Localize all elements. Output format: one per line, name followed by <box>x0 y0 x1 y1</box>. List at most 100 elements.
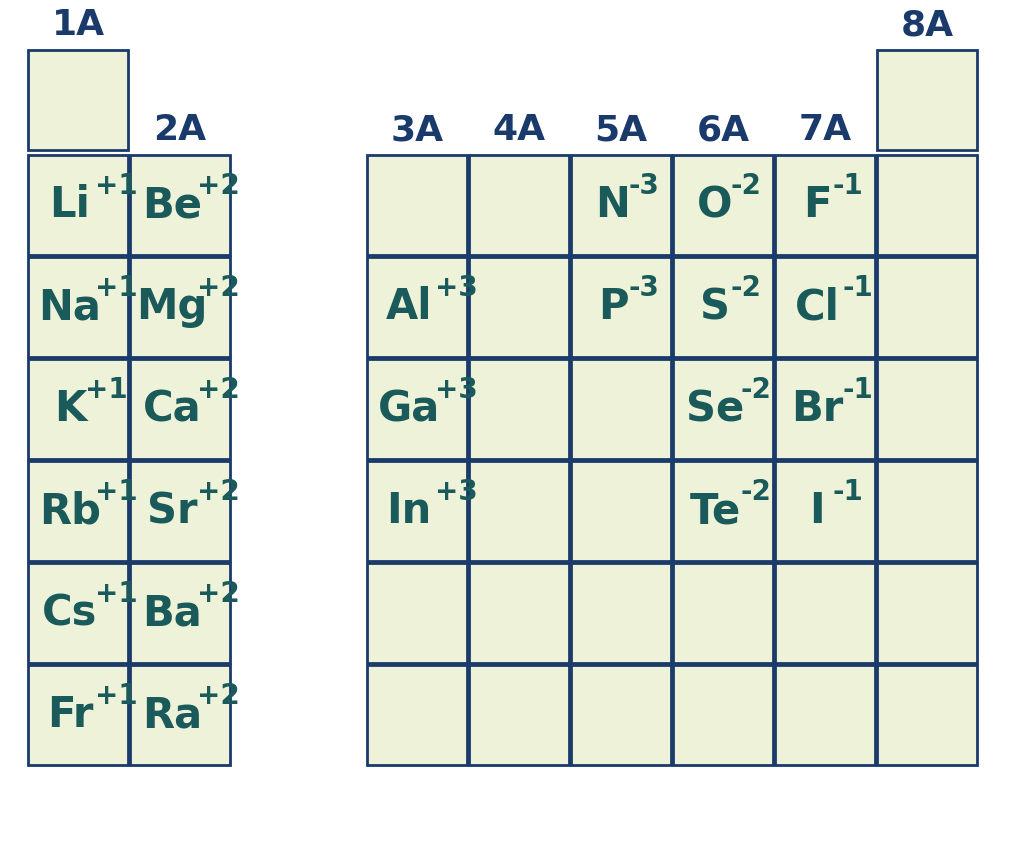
Text: S: S <box>700 286 730 328</box>
Text: +1: +1 <box>95 274 138 302</box>
Text: 1A: 1A <box>51 8 104 42</box>
Bar <box>367 461 467 561</box>
Bar <box>571 461 671 561</box>
Text: +1: +1 <box>95 478 138 506</box>
Bar <box>571 359 671 459</box>
Bar <box>877 257 977 357</box>
Text: 6A: 6A <box>696 113 750 147</box>
Text: 8A: 8A <box>900 8 953 42</box>
Text: Al: Al <box>386 286 432 328</box>
Bar <box>28 665 128 765</box>
Bar <box>130 359 230 459</box>
Bar <box>571 257 671 357</box>
Text: +1: +1 <box>95 580 138 608</box>
Text: Ra: Ra <box>142 694 202 736</box>
Text: Se: Se <box>686 388 744 430</box>
Text: -1: -1 <box>843 274 873 302</box>
Bar <box>571 665 671 765</box>
Bar <box>775 563 874 663</box>
Text: -2: -2 <box>740 478 771 506</box>
Bar <box>775 665 874 765</box>
Bar <box>28 257 128 357</box>
Text: O: O <box>697 184 733 226</box>
Text: -3: -3 <box>629 274 659 302</box>
Bar <box>367 257 467 357</box>
Bar <box>673 359 773 459</box>
Text: Mg: Mg <box>136 286 208 328</box>
Text: In: In <box>386 490 432 532</box>
Text: +2: +2 <box>198 274 241 302</box>
Bar <box>130 155 230 255</box>
Bar <box>130 461 230 561</box>
Bar <box>673 563 773 663</box>
Bar <box>469 563 569 663</box>
Text: +1: +1 <box>85 376 128 404</box>
Bar <box>130 665 230 765</box>
Bar <box>775 359 874 459</box>
Bar <box>28 359 128 459</box>
Text: -1: -1 <box>833 172 863 200</box>
Bar <box>469 461 569 561</box>
Text: -2: -2 <box>730 172 762 200</box>
Bar <box>28 155 128 255</box>
Text: 3A: 3A <box>390 113 443 147</box>
Text: +1: +1 <box>95 172 138 200</box>
Bar <box>469 155 569 255</box>
Text: F: F <box>803 184 831 226</box>
Text: -2: -2 <box>740 376 771 404</box>
Bar <box>775 461 874 561</box>
Bar <box>673 155 773 255</box>
Bar <box>877 461 977 561</box>
Bar <box>367 155 467 255</box>
Bar <box>571 155 671 255</box>
Text: Ba: Ba <box>142 592 202 634</box>
Text: Br: Br <box>791 388 843 430</box>
Bar <box>877 155 977 255</box>
Bar <box>877 359 977 459</box>
Text: -2: -2 <box>730 274 762 302</box>
Text: N: N <box>596 184 631 226</box>
Text: -3: -3 <box>629 172 659 200</box>
Text: Li: Li <box>49 184 90 226</box>
Bar <box>877 50 977 150</box>
Bar <box>367 359 467 459</box>
Bar <box>571 563 671 663</box>
Text: -1: -1 <box>843 376 873 404</box>
Bar <box>130 563 230 663</box>
Bar <box>673 257 773 357</box>
Bar <box>28 50 128 150</box>
Text: P: P <box>598 286 629 328</box>
Text: -1: -1 <box>833 478 863 506</box>
Text: 2A: 2A <box>154 113 207 147</box>
Text: +3: +3 <box>434 478 477 506</box>
Text: 4A: 4A <box>493 113 546 147</box>
Text: 5A: 5A <box>595 113 647 147</box>
Text: Ca: Ca <box>142 388 202 430</box>
Text: +2: +2 <box>198 682 241 710</box>
Bar <box>673 665 773 765</box>
Bar <box>877 563 977 663</box>
Text: Be: Be <box>142 184 202 226</box>
Bar <box>469 257 569 357</box>
Text: +3: +3 <box>434 274 477 302</box>
Bar <box>28 461 128 561</box>
Bar <box>877 665 977 765</box>
Text: +3: +3 <box>434 376 477 404</box>
Bar <box>367 665 467 765</box>
Text: Cl: Cl <box>795 286 840 328</box>
Bar <box>28 563 128 663</box>
Text: Ga: Ga <box>378 388 440 430</box>
Text: 7A: 7A <box>799 113 852 147</box>
Text: Rb: Rb <box>39 490 101 532</box>
Text: Na: Na <box>39 286 101 328</box>
Text: +2: +2 <box>198 478 241 506</box>
Bar <box>367 563 467 663</box>
Text: K: K <box>54 388 86 430</box>
Bar <box>469 359 569 459</box>
Text: +2: +2 <box>198 580 241 608</box>
Text: I: I <box>809 490 824 532</box>
Text: +2: +2 <box>198 172 241 200</box>
Text: Te: Te <box>689 490 740 532</box>
Text: +2: +2 <box>198 376 241 404</box>
Bar <box>775 155 874 255</box>
